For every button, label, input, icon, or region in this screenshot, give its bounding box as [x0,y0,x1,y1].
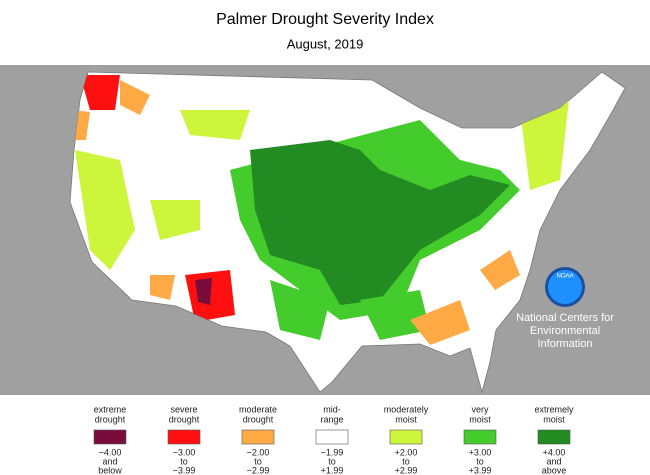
legend-range: below [98,465,122,475]
legend-swatch [463,429,497,445]
legend-range: and [102,456,117,466]
org-name: Environmental [530,325,600,337]
legend-swatch [167,429,201,445]
title: Palmer Drought Severity Index [216,11,434,28]
legend-label: extremely [534,404,574,414]
legend-range: +2.00 [395,447,418,457]
org-name: National Centers for [516,312,614,324]
legend-range: −4.00 [99,447,122,457]
legend-range: +2.99 [395,465,418,475]
legend-label: moderately [384,404,429,414]
legend-range: −2.99 [247,465,270,475]
legend-label: drought [95,414,126,424]
legend-label: drought [169,414,200,424]
legend-range: −1.99 [321,447,344,457]
legend-range: +1.99 [321,465,344,475]
legend-range: +4.00 [543,447,566,457]
legend-label: severe [170,404,197,414]
legend-swatch [241,429,275,445]
legend-label: moist [395,414,417,424]
legend-range: −2.00 [247,447,270,457]
legend-range: +3.99 [469,465,492,475]
legend-range: above [542,465,567,475]
legend-label: moist [469,414,491,424]
legend-swatch [93,429,127,445]
legend-range: to [476,456,484,466]
legend-label: mid- [323,404,341,414]
legend-label: range [320,414,343,424]
legend-range: −3.00 [173,447,196,457]
subtitle: August, 2019 [287,36,364,51]
map [69,71,626,394]
legend-range: −3.99 [173,465,196,475]
org-name: Information [537,338,592,350]
logo-inner [548,270,582,304]
legend: extremedrought−4.00andbelowseveredrought… [93,404,574,475]
legend-swatch [537,429,571,445]
legend-range: to [180,456,188,466]
legend-range: to [402,456,410,466]
legend-label: extreme [94,404,127,414]
legend-label: drought [243,414,274,424]
noaa-logo: NOAA [545,267,585,307]
legend-range: and [546,456,561,466]
legend-range: to [254,456,262,466]
legend-label: moist [543,414,565,424]
logo-text: NOAA [556,274,573,280]
legend-range: +3.00 [469,447,492,457]
legend-swatch [315,429,349,445]
legend-label: moderate [239,404,277,414]
legend-range: to [328,456,336,466]
regions [72,75,570,345]
legend-label: very [471,404,489,414]
legend-swatch [389,429,423,445]
